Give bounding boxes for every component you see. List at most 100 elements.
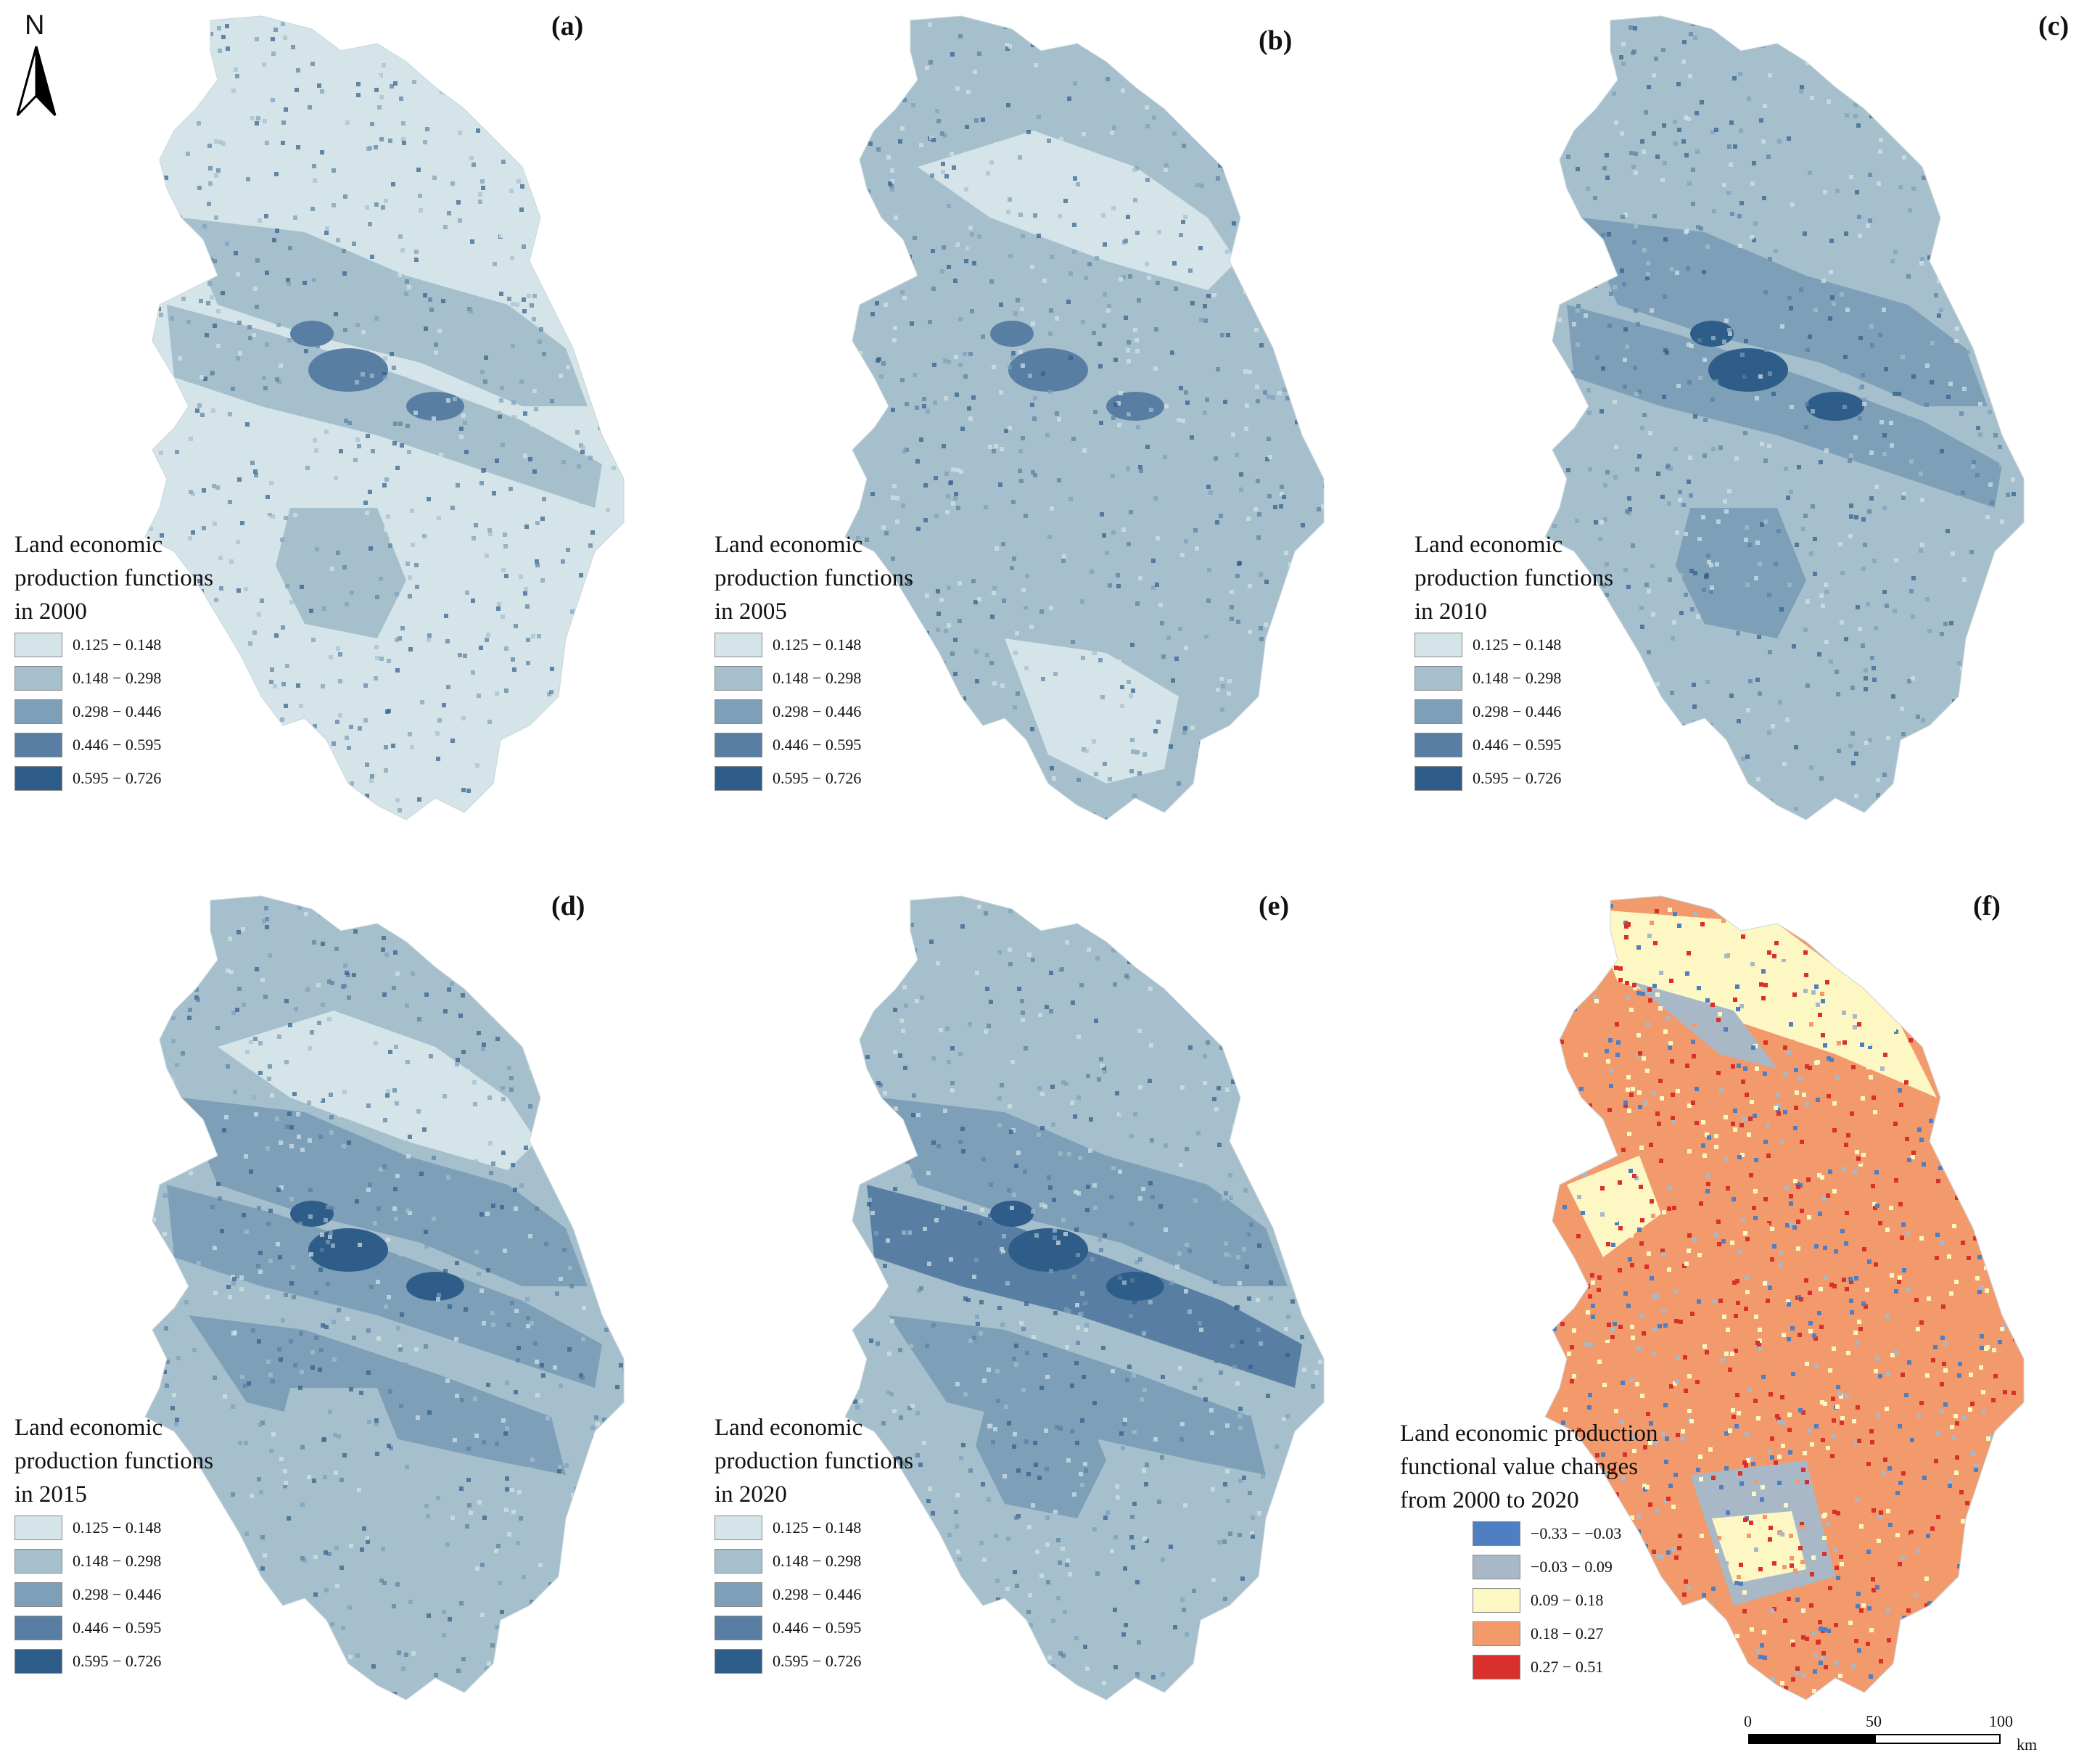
map-zone	[167, 1185, 602, 1388]
map-panel-b: (b) Land economic production functions in…	[700, 0, 1400, 880]
scale-bar-segment-light	[1874, 1734, 2001, 1744]
legend-swatch	[1415, 666, 1462, 691]
legend-item-label: 0.148 − 0.298	[1473, 669, 1562, 687]
legend-swatch	[715, 766, 762, 791]
legend-item: 0.18 − 0.27	[1473, 1617, 1658, 1650]
scale-bar-segment-dark	[1748, 1734, 1877, 1744]
legend-item: 0.298 − 0.446	[15, 695, 213, 728]
legend: Land economic production functions in 20…	[15, 528, 213, 795]
legend-swatch	[15, 1649, 62, 1674]
legend-item-label: 0.148 − 0.298	[773, 669, 862, 687]
map-core	[1106, 1272, 1164, 1301]
legend-item: 0.595 − 0.726	[15, 762, 213, 795]
legend-item-label: 0.595 − 0.726	[773, 769, 862, 787]
map-zone	[976, 508, 1106, 638]
legend-item: 0.125 − 0.148	[1415, 628, 1613, 662]
legend-item-label: 0.298 − 0.446	[73, 1585, 162, 1603]
legend-item-label: 0.18 − 0.27	[1531, 1624, 1604, 1642]
legend-item-label: 0.125 − 0.148	[773, 636, 862, 654]
legend-item-label: 0.298 − 0.446	[1473, 702, 1562, 720]
map-zone	[1589, 909, 1937, 1098]
map-zone	[276, 508, 406, 638]
map-zone	[1581, 218, 1988, 406]
scale-unit: km	[2017, 1735, 2038, 1753]
north-arrow-icon	[16, 46, 57, 117]
legend-swatch	[715, 1516, 762, 1540]
legend-item-label: 0.595 − 0.726	[73, 769, 162, 787]
legend-swatch	[715, 666, 762, 691]
legend-item: −0.03 − 0.09	[1473, 1550, 1658, 1584]
legend-swatch	[1415, 699, 1462, 724]
map-zone	[867, 1185, 1302, 1388]
scale-tick-label: 50	[1866, 1712, 1882, 1730]
map-panel-f: (f) Land economic production functional v…	[1400, 880, 2100, 1760]
map-panel-d: (d) Land economic production functions in…	[0, 880, 700, 1760]
map-core	[1008, 348, 1088, 392]
map-core	[1008, 1228, 1088, 1272]
legend-swatch	[1415, 766, 1462, 791]
map-zone	[1005, 638, 1179, 784]
legend-swatch	[1473, 1621, 1520, 1646]
legend: Land economic production functions in 20…	[715, 528, 913, 795]
legend-item-label: −0.33 − −0.03	[1531, 1524, 1622, 1542]
map-zone	[1676, 508, 1806, 638]
legend-item: 0.125 − 0.148	[15, 1511, 213, 1545]
map-core	[290, 1201, 334, 1227]
legend-item: 0.298 − 0.446	[715, 1578, 913, 1611]
map-outline	[844, 15, 1325, 821]
legend-item: 0.446 − 0.595	[715, 728, 913, 762]
legend-swatch	[1473, 1521, 1520, 1546]
map-outline	[144, 895, 625, 1701]
legend-item-label: 0.446 − 0.595	[73, 1619, 162, 1637]
legend-item-label: 0.148 − 0.298	[73, 1552, 162, 1570]
legend-swatch	[715, 699, 762, 724]
map-zone	[976, 1388, 1106, 1518]
legend-item-label: 0.298 − 0.446	[773, 1585, 862, 1603]
legend-title: Land economic production functional valu…	[1400, 1420, 1658, 1513]
map-svg	[144, 15, 625, 821]
panel-label: (d)	[551, 891, 585, 921]
legend-item-label: 0.298 − 0.446	[773, 702, 862, 720]
legend-item: 0.09 − 0.18	[1473, 1584, 1658, 1617]
map-core	[406, 1272, 464, 1301]
legend-swatch	[1473, 1555, 1520, 1579]
legend-item-label: 0.27 − 0.51	[1531, 1658, 1604, 1676]
legend-swatch	[1473, 1655, 1520, 1679]
map-core	[990, 321, 1034, 347]
panel-label: (e)	[1259, 891, 1290, 921]
legend-item-label: 0.446 − 0.595	[773, 736, 862, 754]
legend-item-label: 0.595 − 0.726	[73, 1652, 162, 1670]
map-svg	[844, 895, 1325, 1701]
map-raster	[1545, 16, 2024, 820]
legend-item: 0.148 − 0.298	[1415, 662, 1613, 695]
map-panel-a: (a) Land economic production functions in…	[0, 0, 700, 880]
legend-item: 0.595 − 0.726	[715, 762, 913, 795]
legend-title: Land economic production functions in 20…	[715, 532, 914, 625]
scale-tick-label: 0	[1744, 1712, 1752, 1730]
legend: Land economic production functions in 20…	[1415, 528, 1613, 795]
legend-item-label: 0.09 − 0.18	[1531, 1591, 1604, 1609]
legend-item-label: 0.125 − 0.148	[73, 636, 162, 654]
map-zone	[218, 1011, 537, 1170]
map-zone	[276, 1388, 406, 1518]
legend-item-label: 0.125 − 0.148	[73, 1518, 162, 1537]
legend-item-label: 0.298 − 0.446	[73, 702, 162, 720]
map-zone	[1567, 305, 2002, 508]
map-svg	[1544, 895, 2025, 1701]
legend-swatch	[1415, 633, 1462, 657]
map-svg	[144, 895, 625, 1701]
legend-title: Land economic production functions in 20…	[15, 1415, 214, 1508]
legend-title: Land economic production functions in 20…	[15, 532, 214, 625]
legend-item: −0.33 − −0.03	[1473, 1517, 1658, 1550]
map-zone	[167, 305, 602, 508]
legend-item: 0.125 − 0.148	[15, 628, 213, 662]
map-outline	[1544, 895, 2025, 1701]
map-zone	[918, 1011, 1237, 1170]
legend-item: 0.446 − 0.595	[15, 1611, 213, 1645]
map-outline	[844, 895, 1325, 1701]
north-arrow: N	[10, 10, 61, 119]
legend: Land economic production functions in 20…	[715, 1411, 913, 1678]
map-zone	[881, 1098, 1288, 1286]
map-core	[1106, 392, 1164, 421]
legend: Land economic production functional valu…	[1400, 1417, 1658, 1684]
